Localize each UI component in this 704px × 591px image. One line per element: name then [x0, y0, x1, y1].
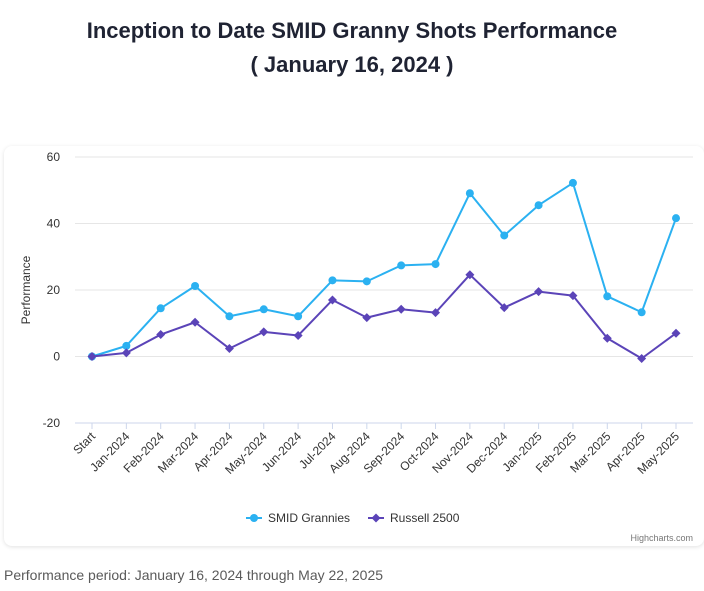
- data-point[interactable]: [294, 312, 303, 321]
- credits-link[interactable]: Highcharts.com: [630, 533, 693, 543]
- data-point[interactable]: [362, 313, 372, 323]
- chart-title: Inception to Date SMID Granny Shots Perf…: [0, 14, 704, 82]
- y-axis-label: Performance: [19, 255, 33, 324]
- data-point[interactable]: [190, 317, 200, 327]
- legend-item-russell[interactable]: Russell 2500: [368, 511, 460, 525]
- data-point[interactable]: [568, 178, 577, 187]
- series-layer: [87, 178, 681, 363]
- data-point[interactable]: [156, 330, 166, 340]
- chart-title-line2: ( January 16, 2024 ): [250, 52, 454, 77]
- y-axis-ticks: -20 0 20 40 60: [43, 150, 61, 430]
- data-point[interactable]: [259, 327, 269, 337]
- legend-item-smid[interactable]: SMID Grannies: [246, 511, 350, 525]
- grid-lines: [75, 156, 693, 424]
- data-point[interactable]: [191, 282, 200, 291]
- data-point[interactable]: [224, 344, 234, 354]
- data-point[interactable]: [121, 348, 131, 358]
- data-point[interactable]: [122, 341, 131, 350]
- data-point[interactable]: [396, 304, 406, 314]
- data-point[interactable]: [602, 333, 612, 343]
- data-point[interactable]: [672, 214, 680, 223]
- chart-card: [4, 146, 704, 546]
- data-point[interactable]: [362, 277, 371, 286]
- data-point[interactable]: [225, 312, 234, 321]
- data-point[interactable]: [534, 201, 543, 210]
- y-tick-label: -20: [43, 416, 61, 430]
- x-tick-label: Start: [70, 429, 98, 457]
- data-point[interactable]: [465, 270, 475, 280]
- data-point[interactable]: [259, 305, 268, 314]
- data-point[interactable]: [156, 304, 165, 313]
- data-point[interactable]: [327, 295, 337, 305]
- data-point[interactable]: [637, 353, 647, 363]
- data-point[interactable]: [431, 308, 441, 318]
- chart-title-line1: Inception to Date SMID Granny Shots Perf…: [86, 18, 618, 43]
- data-point[interactable]: [87, 352, 97, 361]
- y-tick-label: 60: [47, 150, 61, 164]
- y-tick-label: 20: [47, 283, 61, 297]
- data-point[interactable]: [603, 292, 612, 301]
- data-point[interactable]: [397, 261, 406, 270]
- data-point[interactable]: [465, 189, 474, 198]
- series-line: [91, 181, 677, 358]
- series-smid-grannies: [88, 178, 680, 361]
- chart-svg: -20 0 20 40 60 StartJan-2024Feb-2024Mar-2024…: [19, 150, 693, 543]
- data-point[interactable]: [500, 231, 509, 240]
- series-line: [91, 273, 677, 360]
- data-point[interactable]: [568, 291, 578, 301]
- data-point[interactable]: [534, 287, 544, 297]
- series-russell-2500: [87, 270, 681, 363]
- x-axis-ticks: StartJan-2024Feb-2024Mar-2024Apr-2024May…: [70, 423, 682, 477]
- performance-period-note: Performance period: January 16, 2024 thr…: [4, 567, 384, 583]
- data-point[interactable]: [293, 331, 303, 341]
- data-point[interactable]: [637, 308, 646, 317]
- y-tick-label: 40: [47, 217, 61, 231]
- data-point[interactable]: [431, 260, 440, 269]
- data-point[interactable]: [499, 303, 509, 313]
- legend-label-smid: SMID Grannies: [268, 511, 350, 525]
- legend-label-russell: Russell 2500: [390, 511, 460, 525]
- data-point[interactable]: [328, 276, 337, 285]
- y-tick-label: 0: [53, 350, 60, 364]
- data-point[interactable]: [671, 328, 681, 338]
- legend: SMID Grannies Russell 2500: [246, 511, 460, 525]
